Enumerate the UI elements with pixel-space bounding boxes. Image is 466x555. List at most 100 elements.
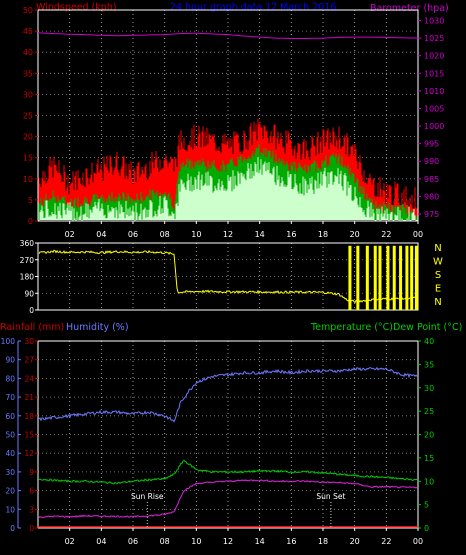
rain-axis-tick-label: 6 <box>29 487 34 496</box>
wind-x-tick-label: 00 <box>413 230 423 239</box>
humidity-axis-tick-label: 0 <box>10 524 15 533</box>
wind-direction-spike <box>386 245 390 310</box>
dew-axis-title: Dew Point (°C) <box>393 322 462 333</box>
compass-label: W <box>433 257 443 268</box>
climate-x-tick-label: 00 <box>413 537 423 546</box>
humidity-axis-tick-label: 30 <box>5 468 15 477</box>
temp-axis-tick-label: 25 <box>424 407 434 416</box>
wind-direction-spike <box>410 245 414 310</box>
compass-label: N <box>434 243 441 254</box>
wind-direction-spike <box>365 245 369 310</box>
climate-x-tick-label: 14 <box>255 537 265 546</box>
wind-direction-spike <box>373 245 377 310</box>
wind-x-tick-label: 10 <box>191 230 201 239</box>
temp-axis-title: Temperature (°C) <box>310 322 393 333</box>
climate-x-tick-label: 04 <box>96 537 106 546</box>
compass-label: S <box>435 270 441 281</box>
rain-axis-tick-label: 0 <box>29 524 34 533</box>
wind-direction-spike <box>356 245 360 310</box>
wind-direction-line <box>38 249 418 304</box>
humidity-axis-tick-label: 40 <box>5 449 15 458</box>
wind-direction-spike <box>405 245 409 310</box>
baro-axis-tick-label: 1010 <box>424 87 444 96</box>
wind-x-tick-label: 12 <box>223 230 233 239</box>
baro-axis-tick-label: 1000 <box>424 122 444 131</box>
rain-axis-tick-label: 12 <box>24 449 34 458</box>
compass-label: E <box>435 284 441 295</box>
wind-axis-tick-label: 20 <box>23 133 33 142</box>
wind-axis-tick-label: 5 <box>28 196 33 205</box>
wind-axis-tick-label: 40 <box>23 48 33 57</box>
dir-axis-tick-label: 270 <box>20 256 35 265</box>
baro-axis-tick-label: 1025 <box>424 34 444 43</box>
humidity-axis-tick-label: 90 <box>5 356 15 365</box>
rain-axis-tick-label: 15 <box>24 431 34 440</box>
temp-axis-tick-label: 0 <box>424 524 429 533</box>
wind-axis-tick-label: 15 <box>23 154 33 163</box>
rain-axis-tick-label: 24 <box>24 374 34 383</box>
wind-axis-tick-label: 0 <box>28 217 33 226</box>
wind-axis-tick-label: 50 <box>23 6 33 15</box>
baro-axis-tick-label: 1030 <box>424 17 444 26</box>
dew-point-line <box>38 479 418 519</box>
wind-direction-spike <box>378 245 382 310</box>
climate-x-tick-label: 18 <box>318 537 328 546</box>
humidity-line <box>38 366 418 423</box>
wind-x-tick-label: 06 <box>128 230 138 239</box>
baro-axis-tick-label: 1015 <box>424 69 444 78</box>
rain-axis-title: Rainfall (mm) <box>0 322 64 333</box>
baro-axis-tick-label: 990 <box>424 157 439 166</box>
sunset-label: Sun Set <box>316 492 345 501</box>
dir-axis-tick-label: 180 <box>20 273 35 282</box>
humidity-axis-tick-label: 70 <box>5 393 15 402</box>
sunrise-label: Sun Rise <box>131 492 164 501</box>
wind-x-tick-label: 14 <box>255 230 265 239</box>
temp-axis-tick-label: 30 <box>424 384 434 393</box>
temperature-line <box>38 459 418 485</box>
temp-axis-tick-label: 15 <box>424 454 434 463</box>
humidity-axis-tick-label: 20 <box>5 487 15 496</box>
temp-axis-tick-label: 10 <box>424 477 434 486</box>
wind-x-tick-label: 20 <box>350 230 360 239</box>
rain-axis-tick-label: 18 <box>24 412 34 421</box>
wind-direction-spike <box>414 245 418 310</box>
wind-direction-spike <box>348 245 352 310</box>
baro-axis-tick-label: 1020 <box>424 52 444 61</box>
temp-axis-tick-label: 35 <box>424 360 434 369</box>
chart-title: 24 hour graph data 12 March 2016 <box>170 2 336 13</box>
baro-axis-tick-label: 980 <box>424 192 439 201</box>
compass-label: N <box>434 297 441 308</box>
climate-x-tick-label: 20 <box>350 537 360 546</box>
wind-axis-tick-label: 35 <box>23 69 33 78</box>
wind-direction-spike <box>399 245 403 310</box>
wind-x-tick-label: 08 <box>160 230 170 239</box>
rain-axis-tick-label: 30 <box>24 337 34 346</box>
wind-min-series <box>38 157 418 221</box>
humidity-axis-title: Humidity (%) <box>66 322 129 333</box>
climate-x-tick-label: 02 <box>65 537 75 546</box>
temp-axis-tick-label: 20 <box>424 431 434 440</box>
baro-axis-tick-label: 995 <box>424 140 439 149</box>
climate-x-tick-label: 12 <box>223 537 233 546</box>
dir-axis-tick-label: 0 <box>29 306 34 315</box>
baro-axis-tick-label: 985 <box>424 175 439 184</box>
humidity-axis-tick-label: 80 <box>5 374 15 383</box>
wind-x-tick-label: 02 <box>65 230 75 239</box>
wind-axis-tick-label: 30 <box>23 90 33 99</box>
climate-x-tick-label: 16 <box>286 537 296 546</box>
rain-axis-tick-label: 3 <box>29 505 34 514</box>
wind-direction-spike <box>392 245 396 310</box>
rain-axis-tick-label: 27 <box>24 356 34 365</box>
climate-x-tick-label: 08 <box>160 537 170 546</box>
baro-axis-tick-label: 1005 <box>424 104 444 113</box>
wind-axis-tick-label: 45 <box>23 27 33 36</box>
humidity-axis-tick-label: 100 <box>1 337 16 346</box>
temp-axis-tick-label: 40 <box>424 337 434 346</box>
climate-x-tick-label: 06 <box>128 537 138 546</box>
humidity-axis-tick-label: 10 <box>5 505 15 514</box>
wind-axis-title: Windspeed (kph) <box>36 2 117 13</box>
wind-x-tick-label: 16 <box>286 230 296 239</box>
climate-x-tick-label: 22 <box>381 537 391 546</box>
wind-x-tick-label: 04 <box>96 230 106 239</box>
